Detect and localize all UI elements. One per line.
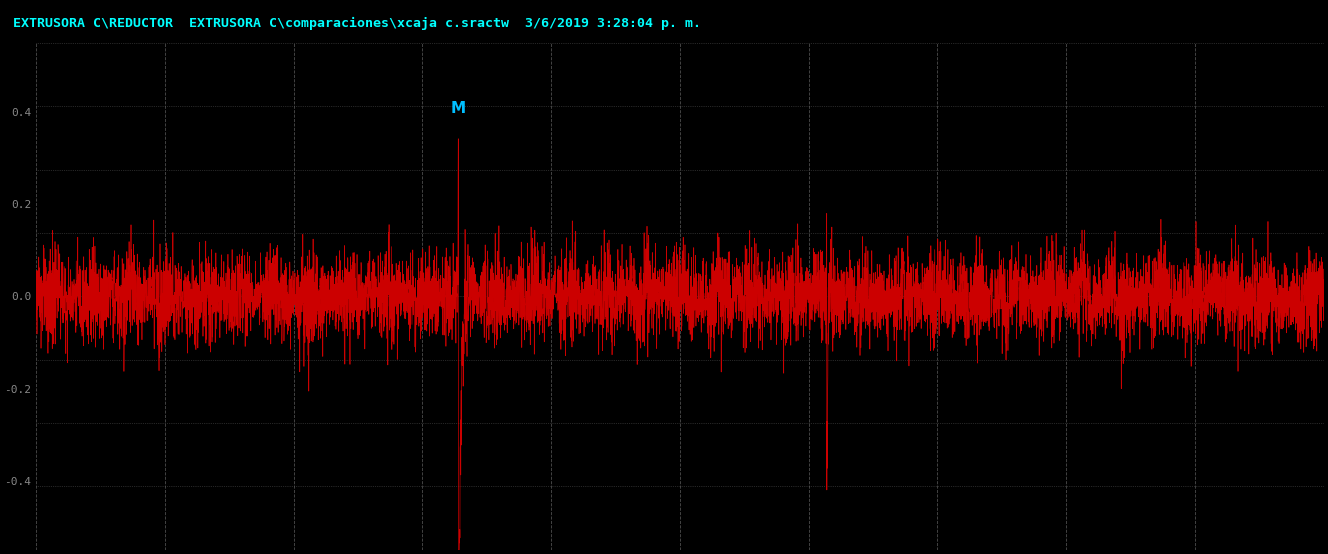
Text: EXTRUSORA C\REDUCTOR  EXTRUSORA C\comparaciones\xcaja c.sractw  3/6/2019 3:28:04: EXTRUSORA C\REDUCTOR EXTRUSORA C\compara… (13, 17, 701, 30)
Text: M: M (452, 101, 466, 116)
